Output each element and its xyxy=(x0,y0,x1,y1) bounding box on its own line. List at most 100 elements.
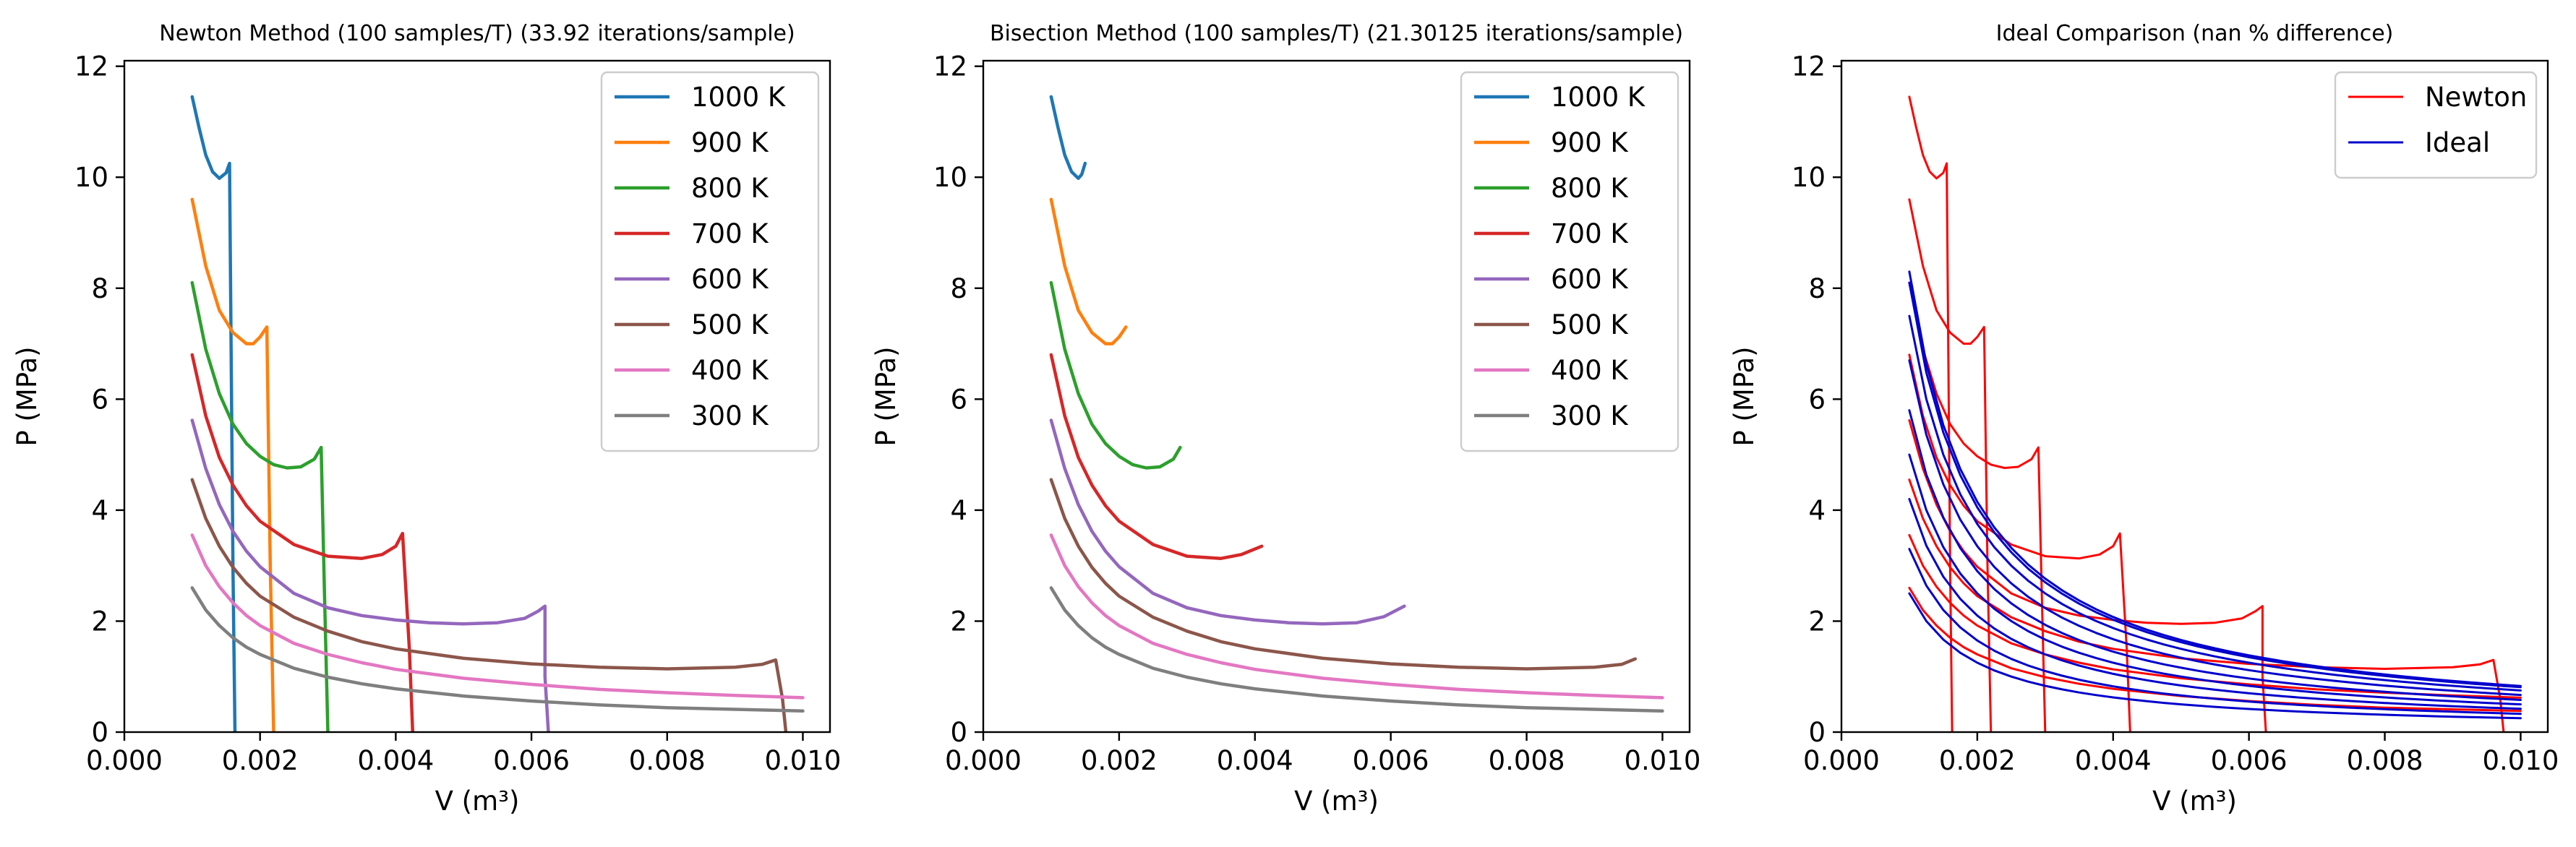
series-line-1 xyxy=(1049,95,1087,181)
series-line-13 xyxy=(1908,409,2522,701)
y-tick-label: 0 xyxy=(1808,717,1826,748)
y-tick-label: 4 xyxy=(950,495,967,526)
legend-entry-label: 400 K xyxy=(691,355,769,386)
y-tick-label: 10 xyxy=(933,162,967,193)
axes-frame xyxy=(982,59,1691,734)
legend-entry-label: 600 K xyxy=(1551,264,1629,295)
legend-entry-label: 700 K xyxy=(1551,218,1629,249)
y-tick-label: 10 xyxy=(74,162,108,193)
series-line-11 xyxy=(1908,314,2522,692)
series-line-4 xyxy=(190,353,415,732)
legend-entry-label: 600 K xyxy=(691,264,769,295)
legend-entry-label: Ideal xyxy=(2425,127,2490,158)
series-line-9 xyxy=(1908,270,2522,687)
legend-entry-label: 900 K xyxy=(691,127,769,158)
legend-entry-label: 300 K xyxy=(1551,400,1629,431)
x-tick-label: 0.000 xyxy=(945,745,1022,776)
x-tick-label: 0.008 xyxy=(629,745,706,776)
y-tick-label: 6 xyxy=(950,384,967,415)
y-tick-label: 4 xyxy=(1808,495,1826,526)
y-tick-label: 6 xyxy=(91,384,108,415)
legend-box xyxy=(600,71,820,452)
y-axis-label: P (MPa) xyxy=(12,346,43,446)
legend: 1000 K 900 K 800 K 700 K 600 K 500 K 400 K 300 … xyxy=(1460,71,1679,452)
legend-entry-label: Newton xyxy=(2425,82,2527,113)
y-tick-label: 12 xyxy=(74,51,108,82)
series-line-2 xyxy=(190,197,275,732)
x-tick-label: 0.004 xyxy=(2075,745,2152,776)
x-tick-label: 0.010 xyxy=(2482,745,2559,776)
series-line-17 xyxy=(1908,592,2522,720)
legend-entry-label: 300 K xyxy=(691,400,769,431)
series-line-7 xyxy=(1049,533,1664,700)
y-tick-label: 2 xyxy=(91,606,108,637)
legend-entry-label: 1000 K xyxy=(1551,82,1646,113)
x-tick-label: 0.002 xyxy=(222,745,299,776)
x-axis-label: V (m³) xyxy=(2152,786,2237,817)
y-tick-label: 12 xyxy=(933,51,967,82)
x-tick-label: 0.004 xyxy=(1217,745,1293,776)
y-axis-label: P (MPa) xyxy=(1729,346,1760,446)
y-tick-label: 8 xyxy=(91,273,108,304)
plot-lines xyxy=(190,95,805,732)
y-tick-label: 2 xyxy=(1808,606,1826,637)
chart-panel-1: Newton Method (100 samples/T) (33.92 ite… xyxy=(12,21,841,817)
series-line-4 xyxy=(1049,353,1264,560)
x-tick-label: 0.008 xyxy=(2347,745,2423,776)
x-axis-label: V (m³) xyxy=(435,786,520,817)
x-tick-label: 0.000 xyxy=(86,745,163,776)
legend: Newton Ideal xyxy=(2334,71,2538,179)
x-tick-label: 0.006 xyxy=(493,745,570,776)
chart-panel-3: Ideal Comparison (nan % difference) 0.000… xyxy=(1729,21,2559,817)
series-line-7 xyxy=(1908,533,2522,699)
series-line-4 xyxy=(1908,353,2131,732)
chart-title: Ideal Comparison (nan % difference) xyxy=(1996,21,2394,46)
legend-entry-label: 800 K xyxy=(1551,173,1629,204)
axes-frame xyxy=(123,59,831,734)
series-line-8 xyxy=(1908,586,2522,713)
x-axis-label: V (m³) xyxy=(1294,786,1379,817)
legend-entry-label: 500 K xyxy=(691,309,769,340)
y-tick-label: 10 xyxy=(1792,162,1826,193)
x-tick-label: 0.000 xyxy=(1803,745,1880,776)
chart-title: Newton Method (100 samples/T) (33.92 ite… xyxy=(159,21,795,46)
legend-box xyxy=(2334,71,2538,179)
y-tick-label: 4 xyxy=(91,495,108,526)
series-line-1 xyxy=(1908,95,1954,732)
series-line-6 xyxy=(1908,478,2505,732)
x-tick-label: 0.008 xyxy=(1489,745,1565,776)
y-tick-label: 12 xyxy=(1792,51,1826,82)
series-line-2 xyxy=(1908,198,1993,732)
x-tick-label: 0.002 xyxy=(1081,745,1158,776)
series-line-5 xyxy=(1049,418,1406,626)
y-tick-label: 2 xyxy=(950,606,967,637)
x-tick-label: 0.010 xyxy=(764,745,841,776)
series-line-6 xyxy=(190,478,788,732)
series-line-16 xyxy=(1908,548,2522,715)
y-tick-label: 8 xyxy=(950,273,967,304)
y-tick-label: 0 xyxy=(950,717,967,748)
chart-title: Bisection Method (100 samples/T) (21.301… xyxy=(990,21,1683,46)
y-tick-label: 8 xyxy=(1808,273,1826,304)
y-tick-label: 6 xyxy=(1808,384,1826,415)
legend-entry-label: 400 K xyxy=(1551,355,1629,386)
series-line-1 xyxy=(190,95,237,732)
series-line-5 xyxy=(190,418,550,732)
x-tick-label: 0.010 xyxy=(1624,745,1700,776)
chart-panel-2: Bisection Method (100 samples/T) (21.301… xyxy=(870,21,1700,817)
legend-entry-label: 500 K xyxy=(1551,309,1629,340)
plot-lines xyxy=(1908,95,2522,732)
legend-entry-label: 900 K xyxy=(1551,127,1629,158)
y-tick-label: 0 xyxy=(91,717,108,748)
legend-box xyxy=(1460,71,1679,452)
x-tick-label: 0.006 xyxy=(2211,745,2288,776)
series-line-7 xyxy=(190,533,805,700)
series-line-6 xyxy=(1049,478,1638,671)
y-axis-label: P (MPa) xyxy=(870,346,902,446)
axes-frame xyxy=(1840,59,2549,734)
legend: 1000 K 900 K 800 K 700 K 600 K 500 K 400 K 300 … xyxy=(600,71,820,452)
legend-entry-label: 1000 K xyxy=(691,82,787,113)
series-line-3 xyxy=(190,280,330,732)
series-line-15 xyxy=(1908,498,2522,710)
